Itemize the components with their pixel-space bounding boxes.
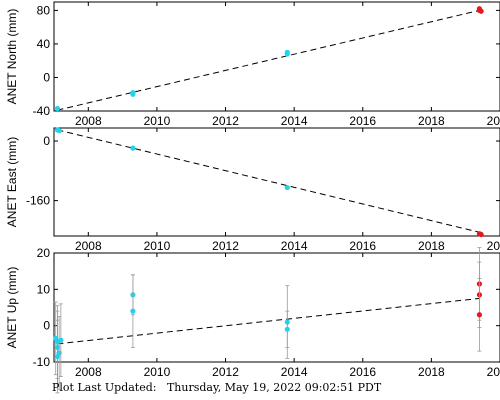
x-tick-label: 2018 bbox=[418, 365, 445, 379]
data-point bbox=[130, 145, 136, 151]
data-point bbox=[478, 231, 484, 238]
panel-3: 2008 2010 2012 2014 2016 2018 2020 -10 0 10 20 ANET… bbox=[5, 246, 500, 394]
x-tick-label: 2012 bbox=[212, 114, 239, 128]
y-tick-label: 40 bbox=[37, 37, 51, 51]
plot-frame bbox=[53, 127, 500, 237]
y-axis-label: ANET East (mm) bbox=[5, 137, 19, 227]
x-tick-label: 2014 bbox=[281, 239, 308, 253]
trend-line bbox=[57, 129, 480, 233]
y-tick-label: 20 bbox=[37, 246, 51, 260]
data-point bbox=[284, 184, 290, 191]
x-tick-label: 2020 bbox=[487, 365, 500, 379]
plot-frame bbox=[53, 1, 500, 112]
y-axis-label: ANET North (mm) bbox=[5, 9, 19, 105]
x-tick-label: 2010 bbox=[144, 114, 171, 128]
x-tick-label: 2020 bbox=[487, 114, 500, 128]
y-tick-label: 0 bbox=[43, 134, 50, 148]
data-point bbox=[478, 8, 484, 14]
trend-line bbox=[57, 297, 480, 345]
data-point bbox=[130, 308, 136, 314]
y-tick-label: -40 bbox=[33, 104, 51, 118]
x-tick-label: 2018 bbox=[418, 239, 445, 253]
x-tick-label: 2010 bbox=[144, 365, 171, 379]
y-tick-label: 10 bbox=[37, 282, 51, 296]
x-tick-label: 2012 bbox=[212, 239, 239, 253]
x-tick-label: 2014 bbox=[281, 114, 308, 128]
x-tick-label: 2018 bbox=[418, 114, 445, 128]
x-tick-label: 2012 bbox=[212, 365, 239, 379]
panels-group: 2008201020122014201620182020-4004080ANET… bbox=[5, 1, 500, 394]
data-point bbox=[54, 105, 61, 112]
y-tick-label: 80 bbox=[37, 3, 51, 17]
x-tick-label: 2008 bbox=[75, 114, 102, 128]
trend-line bbox=[57, 9, 480, 111]
data-point bbox=[56, 128, 62, 134]
data-point bbox=[58, 337, 64, 343]
data-point bbox=[130, 91, 136, 97]
y-tick-label: -160 bbox=[26, 194, 50, 208]
panel-2: 2008 2010 2012 2014 2016 2018 2020 0 -160 ANET Ea… bbox=[5, 127, 500, 253]
data-point bbox=[476, 312, 483, 318]
x-tick-label: 2008 bbox=[75, 239, 102, 253]
x-tick-label: 2016 bbox=[349, 365, 376, 379]
plot-frame bbox=[53, 252, 500, 363]
x-tick-label: 2014 bbox=[281, 365, 308, 379]
x-tick-label: 2020 bbox=[487, 239, 500, 253]
plot-updated-footer: Plot Last Updated: Thursday, May 19, 202… bbox=[52, 381, 382, 394]
y-tick-label: 0 bbox=[43, 319, 50, 333]
panel-1: 2008 2010 2012 2014 2016 2018 2020 -40 0 40 80 ANET… bbox=[5, 1, 500, 128]
data-point bbox=[284, 51, 290, 57]
x-tick-label: 2016 bbox=[349, 114, 376, 128]
x-tick-label: 2010 bbox=[144, 239, 171, 253]
y-axis-label: ANET Up (mm) bbox=[5, 267, 19, 349]
data-point bbox=[54, 353, 61, 360]
y-tick-label: 0 bbox=[43, 70, 50, 84]
data-point bbox=[284, 326, 290, 332]
x-tick-label: 2016 bbox=[349, 239, 376, 253]
y-tick-label: -10 bbox=[33, 355, 51, 369]
x-tick-label: 2008 bbox=[75, 365, 102, 379]
